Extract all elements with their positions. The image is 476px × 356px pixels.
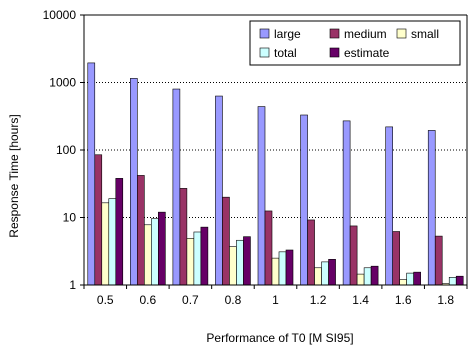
x-axis-title: Performance of T0 [M SI95] bbox=[206, 331, 353, 345]
bar-medium-1_2 bbox=[307, 219, 315, 286]
bar-total-1_6 bbox=[406, 272, 414, 286]
bar-small-0_6 bbox=[144, 224, 152, 286]
bar-small-0_7 bbox=[186, 238, 195, 286]
legend-label-medium: medium bbox=[344, 27, 387, 41]
x-tick-label: 1.6 bbox=[395, 293, 412, 307]
legend-swatch-medium bbox=[329, 28, 340, 39]
bar-estimate-1_8 bbox=[455, 275, 464, 286]
legend-swatch-small bbox=[396, 28, 407, 39]
bar-estimate-0_6 bbox=[158, 211, 166, 286]
legend-swatch-total bbox=[259, 47, 270, 58]
y-axis-title: Response Time [hours] bbox=[7, 114, 21, 237]
bar-total-1_8 bbox=[448, 277, 457, 286]
bars bbox=[87, 62, 464, 286]
y-tick-label: 1000 bbox=[49, 76, 76, 90]
bar-medium-1_4 bbox=[349, 225, 358, 286]
y-tick-labels: 1 10 100 1000 10000 bbox=[43, 8, 84, 292]
bar-small-1 bbox=[271, 257, 280, 286]
y-tick-label: 10 bbox=[63, 211, 77, 225]
bar-large-1_2 bbox=[300, 114, 308, 286]
legend-swatch-large bbox=[259, 28, 270, 39]
bar-large-1_6 bbox=[385, 126, 393, 286]
bar-medium-0_5 bbox=[94, 154, 103, 286]
x-tick-label: 1.4 bbox=[352, 293, 369, 307]
legend-box bbox=[249, 20, 461, 66]
legend-label-small: small bbox=[411, 27, 439, 41]
x-tick-label: 0.5 bbox=[97, 293, 114, 307]
bar-large-0_8 bbox=[215, 95, 223, 286]
bar-total-0_6 bbox=[151, 218, 159, 286]
legend-label-total: total bbox=[274, 46, 297, 60]
bar-small-1_2 bbox=[314, 267, 322, 286]
bar-total-1 bbox=[278, 251, 287, 286]
legend-label-large: large bbox=[274, 27, 301, 41]
x-tick-label: 1.8 bbox=[437, 293, 454, 307]
bar-medium-1_8 bbox=[434, 235, 443, 286]
bar-estimate-0_5 bbox=[115, 178, 124, 286]
bar-medium-1_6 bbox=[392, 231, 400, 286]
y-tick-label: 10000 bbox=[43, 8, 77, 22]
legend-label-estimate: estimate bbox=[344, 46, 390, 60]
bar-estimate-1_2 bbox=[328, 259, 336, 286]
x-tick-labels: 0.5 0.6 0.7 0.8 1 1.2 1.4 1.6 1.8 bbox=[83, 285, 468, 307]
bar-large-1_4 bbox=[342, 120, 351, 286]
x-tick-label: 1.2 bbox=[310, 293, 327, 307]
bar-large-0_7 bbox=[172, 88, 181, 286]
x-tick-label: 0.7 bbox=[182, 293, 199, 307]
bar-total-0_7 bbox=[193, 231, 202, 286]
bar-estimate-1_6 bbox=[413, 271, 421, 286]
bar-small-1_4 bbox=[356, 273, 365, 286]
bar-estimate-1_4 bbox=[370, 265, 379, 286]
bar-small-1_6 bbox=[399, 279, 407, 286]
grid-lines bbox=[84, 82, 467, 218]
bar-large-0_5 bbox=[87, 62, 96, 286]
bar-large-1_8 bbox=[427, 130, 436, 286]
x-tick-label: 0.8 bbox=[225, 293, 242, 307]
bar-estimate-1 bbox=[285, 249, 294, 286]
bar-small-0_5 bbox=[101, 202, 110, 286]
bar-total-1_2 bbox=[321, 261, 329, 286]
y-tick-label: 100 bbox=[56, 143, 76, 157]
bar-large-1 bbox=[257, 106, 266, 286]
bar-medium-0_8 bbox=[222, 196, 230, 286]
legend-swatch-estimate bbox=[329, 47, 340, 58]
bar-small-0_8 bbox=[229, 246, 237, 286]
bar-large-0_6 bbox=[130, 78, 138, 286]
bar-medium-0_6 bbox=[137, 175, 145, 286]
bar-medium-1 bbox=[264, 210, 273, 286]
bar-estimate-0_7 bbox=[200, 226, 209, 286]
bar-estimate-0_8 bbox=[243, 236, 251, 286]
x-tick-label: 1 bbox=[272, 293, 279, 307]
x-tick-label: 0.6 bbox=[139, 293, 156, 307]
bar-total-0_8 bbox=[236, 239, 244, 286]
y-tick-label: 1 bbox=[69, 278, 76, 292]
bar-total-1_4 bbox=[363, 267, 372, 286]
bar-total-0_5 bbox=[108, 198, 117, 286]
bar-medium-0_7 bbox=[179, 188, 188, 286]
legend: large medium small total estimate bbox=[249, 20, 461, 66]
